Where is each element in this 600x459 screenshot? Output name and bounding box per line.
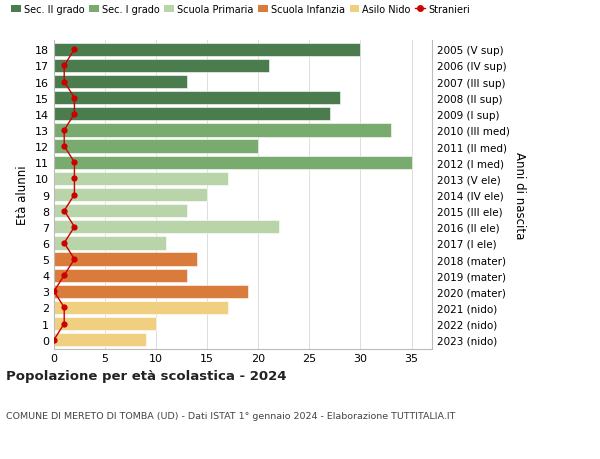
- Bar: [54, 237, 166, 250]
- Bar: [54, 140, 259, 153]
- Bar: [54, 60, 269, 73]
- Bar: [54, 108, 330, 121]
- Bar: [54, 156, 412, 169]
- Bar: [54, 253, 197, 266]
- Bar: [54, 124, 391, 137]
- Bar: [54, 301, 227, 314]
- Text: COMUNE DI MERETO DI TOMBA (UD) - Dati ISTAT 1° gennaio 2024 - Elaborazione TUTTI: COMUNE DI MERETO DI TOMBA (UD) - Dati IS…: [6, 411, 455, 420]
- Bar: [54, 76, 187, 89]
- Bar: [54, 173, 227, 185]
- Bar: [54, 285, 248, 298]
- Text: Popolazione per età scolastica - 2024: Popolazione per età scolastica - 2024: [6, 369, 287, 382]
- Bar: [54, 189, 207, 202]
- Legend: Sec. II grado, Sec. I grado, Scuola Primaria, Scuola Infanzia, Asilo Nido, Stran: Sec. II grado, Sec. I grado, Scuola Prim…: [11, 5, 470, 15]
- Bar: [54, 92, 340, 105]
- Bar: [54, 317, 156, 330]
- Y-axis label: Anni di nascita: Anni di nascita: [514, 151, 526, 239]
- Bar: [54, 44, 361, 57]
- Bar: [54, 205, 187, 218]
- Bar: [54, 269, 187, 282]
- Bar: [54, 221, 279, 234]
- Y-axis label: Età alunni: Età alunni: [16, 165, 29, 225]
- Bar: [54, 333, 146, 347]
